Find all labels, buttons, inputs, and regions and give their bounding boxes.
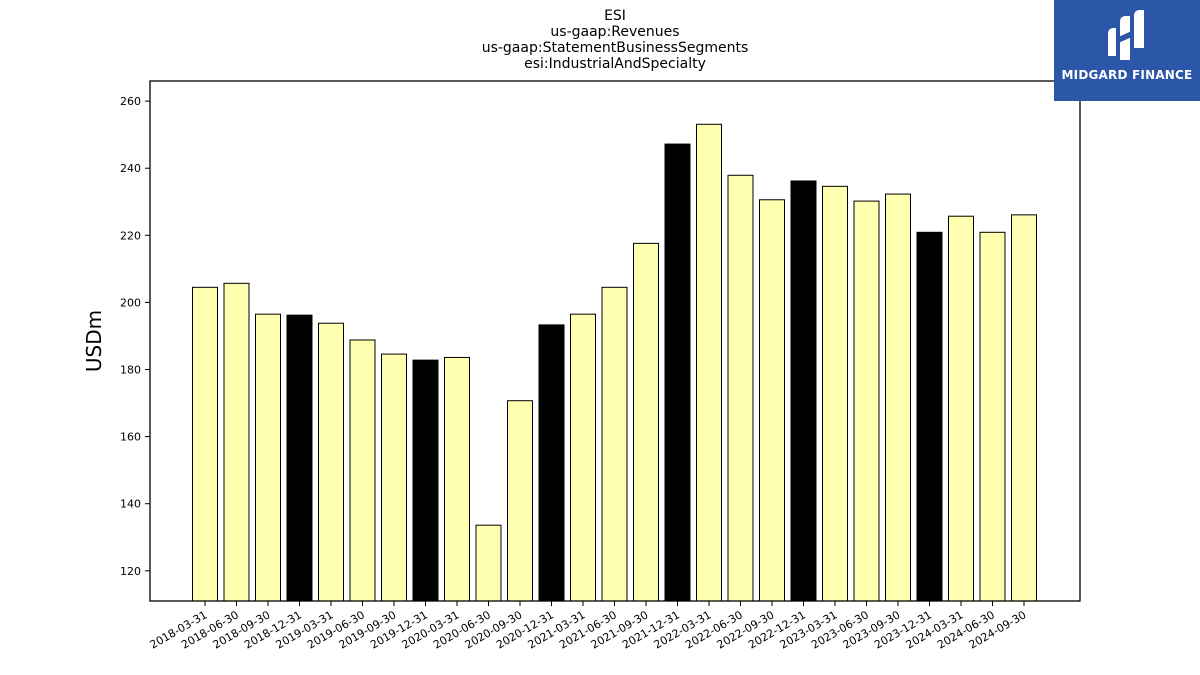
- bar-2020-03-31: [444, 356, 470, 602]
- bar-2023-03-31: [822, 185, 848, 602]
- title-line: us-gaap:Revenues: [550, 24, 679, 40]
- title-line: us-gaap:StatementBusinessSegments: [482, 40, 749, 56]
- bar-2021-06-30: [601, 286, 628, 602]
- bar-2023-09-30: [885, 193, 911, 602]
- y-axis-label: USDm: [82, 310, 106, 372]
- bar-2024-09-30: [1011, 214, 1037, 602]
- bar-2020-06-30: [475, 524, 502, 602]
- y-tick-label: 140: [120, 498, 141, 511]
- y-tick-label: 260: [120, 95, 141, 108]
- y-tick-label: 240: [120, 162, 141, 175]
- title-line: ESI: [604, 8, 626, 24]
- logo-mark-icon: [1108, 10, 1144, 60]
- bar-2022-12-31: [790, 180, 817, 602]
- bar-2022-09-30: [759, 199, 785, 602]
- bar-2021-03-31: [570, 313, 596, 602]
- y-tick-label: 120: [120, 565, 141, 578]
- bar-2020-12-31: [538, 324, 565, 602]
- bar-2021-09-30: [633, 242, 659, 602]
- bar-2019-03-31: [318, 322, 344, 602]
- bar-2018-09-30: [255, 313, 281, 602]
- y-tick-label: 160: [120, 431, 141, 444]
- x-axis: 2018-03-312018-06-302018-09-302018-12-31…: [148, 601, 1029, 652]
- bar-2019-06-30: [349, 339, 376, 602]
- bar-2019-09-30: [381, 353, 407, 602]
- bar-2023-06-30: [853, 200, 880, 602]
- chart-title: ESIus-gaap:Revenuesus-gaap:StatementBusi…: [482, 8, 749, 72]
- bar-2023-12-31: [916, 231, 943, 602]
- bar-2019-12-31: [412, 359, 439, 602]
- y-tick-label: 220: [120, 229, 141, 242]
- bars: [192, 123, 1037, 602]
- bar-2021-12-31: [664, 143, 691, 602]
- bar-2024-03-31: [948, 215, 974, 602]
- bar-2022-03-31: [696, 123, 722, 602]
- bar-2020-09-30: [507, 400, 533, 602]
- title-line: esi:IndustrialAndSpecialty: [524, 56, 706, 72]
- y-tick-label: 200: [120, 296, 141, 309]
- bar-2018-12-31: [286, 314, 313, 602]
- y-axis: 120 140 160 180 200 220 240 260: [120, 95, 150, 578]
- bar-2018-06-30: [223, 282, 250, 602]
- bar-2024-06-30: [979, 231, 1006, 602]
- bar-2018-03-31: [192, 286, 218, 602]
- y-tick-label: 180: [120, 364, 141, 377]
- logo-text: MIDGARD FINANCE: [1061, 68, 1193, 82]
- bar-2022-06-30: [727, 174, 754, 602]
- midgard-finance-logo: MIDGARD FINANCE: [1054, 0, 1200, 101]
